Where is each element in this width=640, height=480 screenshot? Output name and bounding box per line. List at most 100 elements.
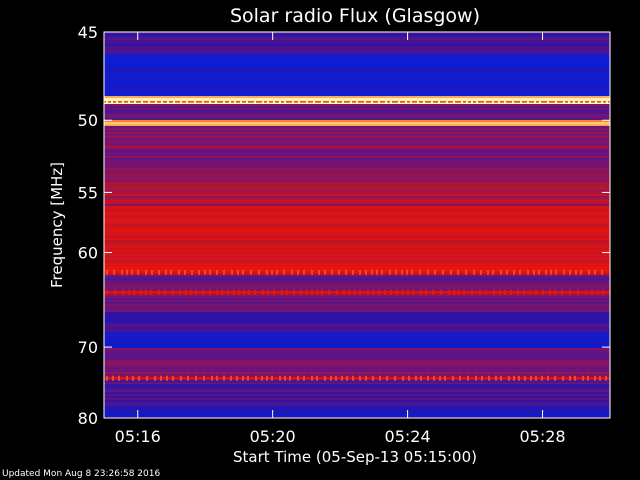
spike-mark <box>461 98 463 104</box>
spike-mark <box>493 289 495 295</box>
spectrogram-row <box>104 162 610 164</box>
spectrogram-row <box>104 156 610 158</box>
spike-band <box>104 376 610 380</box>
spike-mark <box>150 289 152 295</box>
spectrogram-row <box>104 142 610 144</box>
spike-mark <box>273 289 275 295</box>
spectrogram-row <box>104 284 610 286</box>
spike-mark <box>209 289 211 295</box>
spike-mark <box>439 375 441 381</box>
spike-mark <box>594 375 596 381</box>
spike-mark <box>233 289 235 295</box>
spike-mark <box>480 269 482 275</box>
spectrogram-row <box>104 148 610 150</box>
spike-mark <box>167 98 169 104</box>
spectrogram-row <box>104 404 610 406</box>
spike-mark <box>191 269 193 275</box>
spectrogram-row <box>104 48 610 50</box>
spectrogram-row <box>104 194 610 196</box>
spike-mark <box>266 375 268 381</box>
spike-mark <box>417 98 419 104</box>
spike-mark <box>172 289 174 295</box>
spike-mark <box>395 269 397 275</box>
spike-mark <box>510 289 512 295</box>
spike-mark <box>180 98 182 104</box>
spike-mark <box>238 289 240 295</box>
spike-mark <box>386 375 388 381</box>
spectrogram-row <box>104 236 610 238</box>
spike-mark <box>352 375 354 381</box>
spike-mark <box>297 269 299 275</box>
spike-mark <box>341 375 343 381</box>
spike-mark <box>306 98 308 104</box>
spectrogram-row <box>104 396 610 398</box>
spectrogram-row <box>104 228 610 230</box>
spike-mark <box>359 269 361 275</box>
x-tick-label: 05:20 <box>250 427 296 446</box>
spectrogram-row <box>104 402 610 404</box>
spectrogram-row <box>104 350 610 352</box>
spike-mark <box>465 269 467 275</box>
spike-mark <box>202 289 204 295</box>
spectrogram-row <box>104 174 610 176</box>
x-tick-label: 05:24 <box>385 427 431 446</box>
spike-mark <box>271 375 273 381</box>
spike-mark <box>329 98 331 104</box>
spectrogram-row <box>104 186 610 188</box>
spike-mark <box>209 98 211 104</box>
spike-mark <box>230 375 232 381</box>
spectrogram-row <box>104 374 610 376</box>
spike-mark <box>487 269 489 275</box>
spike-mark <box>589 98 591 104</box>
spectrogram-row <box>104 164 610 166</box>
spike-mark <box>520 98 522 104</box>
spectrogram-row <box>104 152 610 154</box>
spike-mark <box>250 269 252 275</box>
spectrogram-row <box>104 346 610 348</box>
spike-mark <box>605 375 607 381</box>
spike-mark <box>396 289 398 295</box>
spike-mark <box>331 269 333 275</box>
spike-mark <box>601 98 603 104</box>
spectrogram-row <box>104 188 610 190</box>
spike-mark <box>283 269 285 275</box>
spectrogram-row <box>104 192 610 194</box>
spike-mark <box>342 98 344 104</box>
spike-mark <box>291 269 293 275</box>
spectrogram-row <box>104 200 610 202</box>
spike-mark <box>134 98 136 104</box>
spike-mark <box>585 289 587 295</box>
spectrogram-row <box>104 300 610 302</box>
spectrogram-row <box>104 96 610 98</box>
y-tick-label: 60 <box>78 244 98 263</box>
spike-mark <box>561 289 563 295</box>
spectrogram-row <box>104 318 610 320</box>
spike-mark <box>530 375 532 381</box>
spectrogram-row <box>104 130 610 132</box>
spike-mark <box>512 98 514 104</box>
spike-mark <box>356 98 358 104</box>
spectrogram-row <box>104 264 610 266</box>
spike-mark <box>440 289 442 295</box>
spike-mark <box>216 375 218 381</box>
spike-mark <box>488 375 490 381</box>
spike-mark <box>165 269 167 275</box>
spike-mark <box>423 98 425 104</box>
spike-mark <box>262 289 264 295</box>
spectrogram-row <box>104 78 610 80</box>
spectrogram-row <box>104 138 610 140</box>
spectrogram-row <box>104 170 610 172</box>
spike-bands <box>104 98 610 381</box>
spectrogram-row <box>104 176 610 178</box>
spectrogram-row <box>104 32 610 34</box>
y-tick-label: 70 <box>78 338 98 357</box>
spectrogram-row <box>104 286 610 288</box>
spike-mark <box>367 289 369 295</box>
spectrogram-row <box>104 204 610 206</box>
spectrogram-row <box>104 320 610 322</box>
spectrogram-row <box>104 330 610 332</box>
spectrogram-row <box>104 312 610 314</box>
spike-mark <box>538 269 540 275</box>
spectrogram-row <box>104 356 610 358</box>
spectrogram-row <box>104 66 610 68</box>
